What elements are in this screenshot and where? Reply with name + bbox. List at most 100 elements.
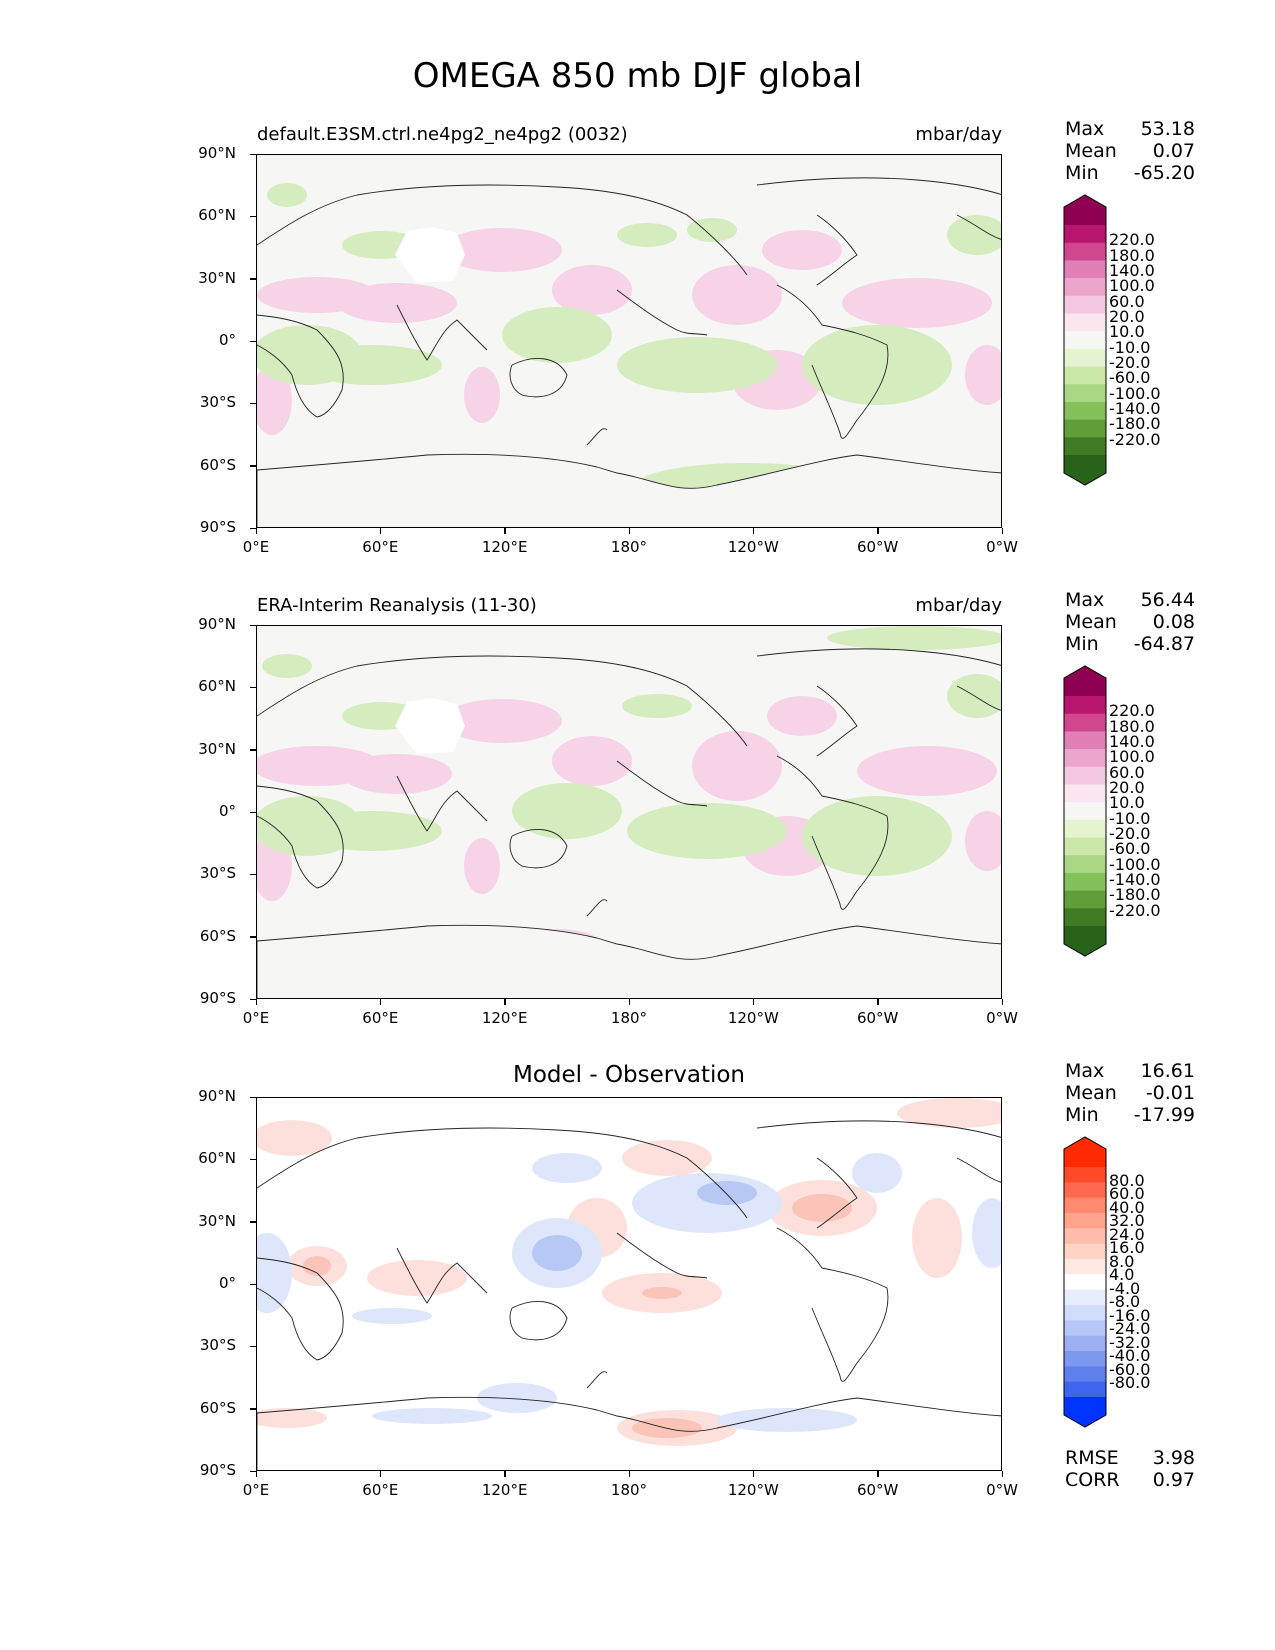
- x-tick-mark: [504, 1471, 506, 1477]
- colorbar-tick-label: -60.0: [1109, 1359, 1151, 1379]
- colorbar-tick-label: -24.0: [1109, 1319, 1151, 1339]
- x-tick-label: 120°E: [481, 1481, 528, 1499]
- map-svg: [257, 177, 1001, 527]
- y-tick-mark: [250, 1345, 256, 1348]
- colorbar-tick-label: 180.0: [1109, 245, 1155, 265]
- y-tick-label: 60°N: [198, 1149, 236, 1168]
- x-tick-mark: [752, 528, 755, 534]
- stats-rmse-corr: RMSE 3.98 CORR 0.97: [1065, 1447, 1195, 1491]
- y-tick-mark: [250, 527, 256, 529]
- y-tick-label: 90°N: [198, 1087, 236, 1105]
- colorbar-tick-label: 80.0: [1109, 1170, 1145, 1190]
- colorbar-bin: [1064, 802, 1106, 821]
- stats-model: Max 53.18 Mean 0.07 Min -65.20: [1065, 118, 1195, 184]
- panel-title-left: ERA-Interim Reanalysis (11-30): [257, 595, 537, 616]
- y-tick-label: 0°: [218, 802, 236, 820]
- x-tick-label: 60°E: [362, 538, 399, 556]
- colorbar-bin: [1064, 260, 1106, 279]
- stat-min-value: -17.99: [1133, 1104, 1195, 1126]
- colorbar-tick-label: -60.0: [1109, 368, 1151, 388]
- colorbar-bin: [1064, 1213, 1106, 1229]
- x-tick-mark: [752, 1471, 755, 1477]
- colorbar-bin: [1064, 1351, 1106, 1367]
- x-tick-mark: [379, 1471, 382, 1477]
- x-tick-label: 120°E: [481, 538, 528, 556]
- y-tick-mark: [250, 749, 256, 751]
- x-tick-label: 60°W: [856, 1481, 899, 1499]
- colorbar-bin: [1064, 401, 1106, 421]
- stat-mean-value: 0.08: [1152, 611, 1195, 633]
- colorbar-tick-label: 10.0: [1109, 793, 1145, 813]
- colorbar-tick-label: -180.0: [1109, 414, 1161, 434]
- y-tick-mark: [250, 873, 256, 876]
- x-tick-label: 60°E: [362, 1481, 399, 1499]
- y-tick-mark: [250, 1221, 256, 1223]
- map-plot-observation: [256, 625, 1002, 999]
- colorbar-bin: [1064, 1167, 1106, 1183]
- y-tick-mark: [250, 1096, 256, 1098]
- y-tick-mark: [250, 340, 256, 342]
- y-tick-label: 30°N: [198, 268, 236, 287]
- colorbar-tick-label: 20.0: [1109, 778, 1145, 797]
- x-tick-label: 0°E: [242, 1009, 270, 1027]
- map-svg: [257, 1098, 1001, 1470]
- corr-label: CORR: [1065, 1469, 1120, 1491]
- colorbar-tick-label: -16.0: [1109, 1305, 1151, 1325]
- x-tick-mark: [628, 1471, 630, 1477]
- colorbar-tick-label: -20.0: [1109, 824, 1151, 843]
- map-plot-model: [256, 154, 1002, 528]
- map-plot-difference: [256, 1097, 1002, 1471]
- colorbar-tick-label: -40.0: [1109, 1346, 1151, 1366]
- colorbar-tick-label: -10.0: [1109, 808, 1151, 828]
- y-tick-mark: [250, 278, 256, 280]
- x-tick-mark: [255, 999, 257, 1005]
- stat-mean-value: 0.07: [1152, 140, 1195, 162]
- x-tick-label: 120°W: [727, 538, 779, 556]
- colorbar-bin: [1064, 242, 1106, 261]
- colorbar-tick-label: 100.0: [1109, 276, 1155, 296]
- colorbar-bin: [1064, 1182, 1106, 1199]
- colorbar-bin: [1064, 348, 1106, 368]
- x-tick-label: 180°: [610, 538, 648, 556]
- x-tick-label: 60°W: [856, 1009, 899, 1027]
- y-tick-mark: [250, 402, 256, 405]
- stat-max-label: Max: [1065, 1060, 1105, 1082]
- x-tick-label: 60°W: [856, 538, 899, 556]
- rmse-label: RMSE: [1065, 1447, 1119, 1469]
- colorbar-tick-label: -8.0: [1109, 1292, 1141, 1312]
- stat-min-label: Min: [1065, 162, 1099, 184]
- colorbar-bin: [1064, 1320, 1106, 1337]
- y-tick-label: 60°S: [199, 1398, 236, 1417]
- y-tick-mark: [250, 936, 256, 938]
- x-tick-mark: [752, 999, 755, 1005]
- colorbar-bin: [1064, 1305, 1106, 1321]
- colorbar-tick-label: 140.0: [1109, 261, 1155, 280]
- colorbar-tick-label: 10.0: [1109, 322, 1145, 342]
- colorbar-tick-label: -220.0: [1109, 429, 1161, 449]
- positive-contours: [257, 1098, 1001, 1446]
- y-tick-label: 0°: [218, 331, 236, 349]
- colorbar-tick-label: 40.0: [1109, 1197, 1145, 1217]
- y-tick-label: 60°N: [198, 677, 236, 696]
- colorbar-tick-label: -100.0: [1109, 383, 1161, 403]
- coastlines: [257, 1120, 1001, 1389]
- stat-min-value: -65.20: [1133, 162, 1195, 184]
- panel-units: mbar/day: [915, 124, 1002, 145]
- colorbar-tick-label: 8.0: [1109, 1251, 1135, 1271]
- colorbar-bin: [1064, 908, 1106, 927]
- coastlines: [257, 177, 1001, 446]
- colorbar-bin: [1064, 1228, 1106, 1245]
- colorbar-outline: [1063, 194, 1107, 486]
- x-tick-label: 120°W: [727, 1009, 779, 1027]
- stat-max-label: Max: [1065, 589, 1105, 611]
- stats-difference: Max 16.61 Mean -0.01 Min -17.99: [1065, 1060, 1195, 1126]
- y-tick-mark: [250, 811, 256, 813]
- stat-mean-value: -0.01: [1145, 1082, 1195, 1104]
- colorbar-bin: [1064, 1243, 1106, 1260]
- antarctica-coast: [257, 1396, 1001, 1470]
- colorbar-bin: [1064, 295, 1106, 314]
- y-tick-label: 60°S: [199, 926, 236, 945]
- colorbar-tick-label: 60.0: [1109, 1184, 1145, 1204]
- colorbar-extend-top: [1064, 1137, 1106, 1167]
- colorbar-tick-label: 20.0: [1109, 307, 1145, 326]
